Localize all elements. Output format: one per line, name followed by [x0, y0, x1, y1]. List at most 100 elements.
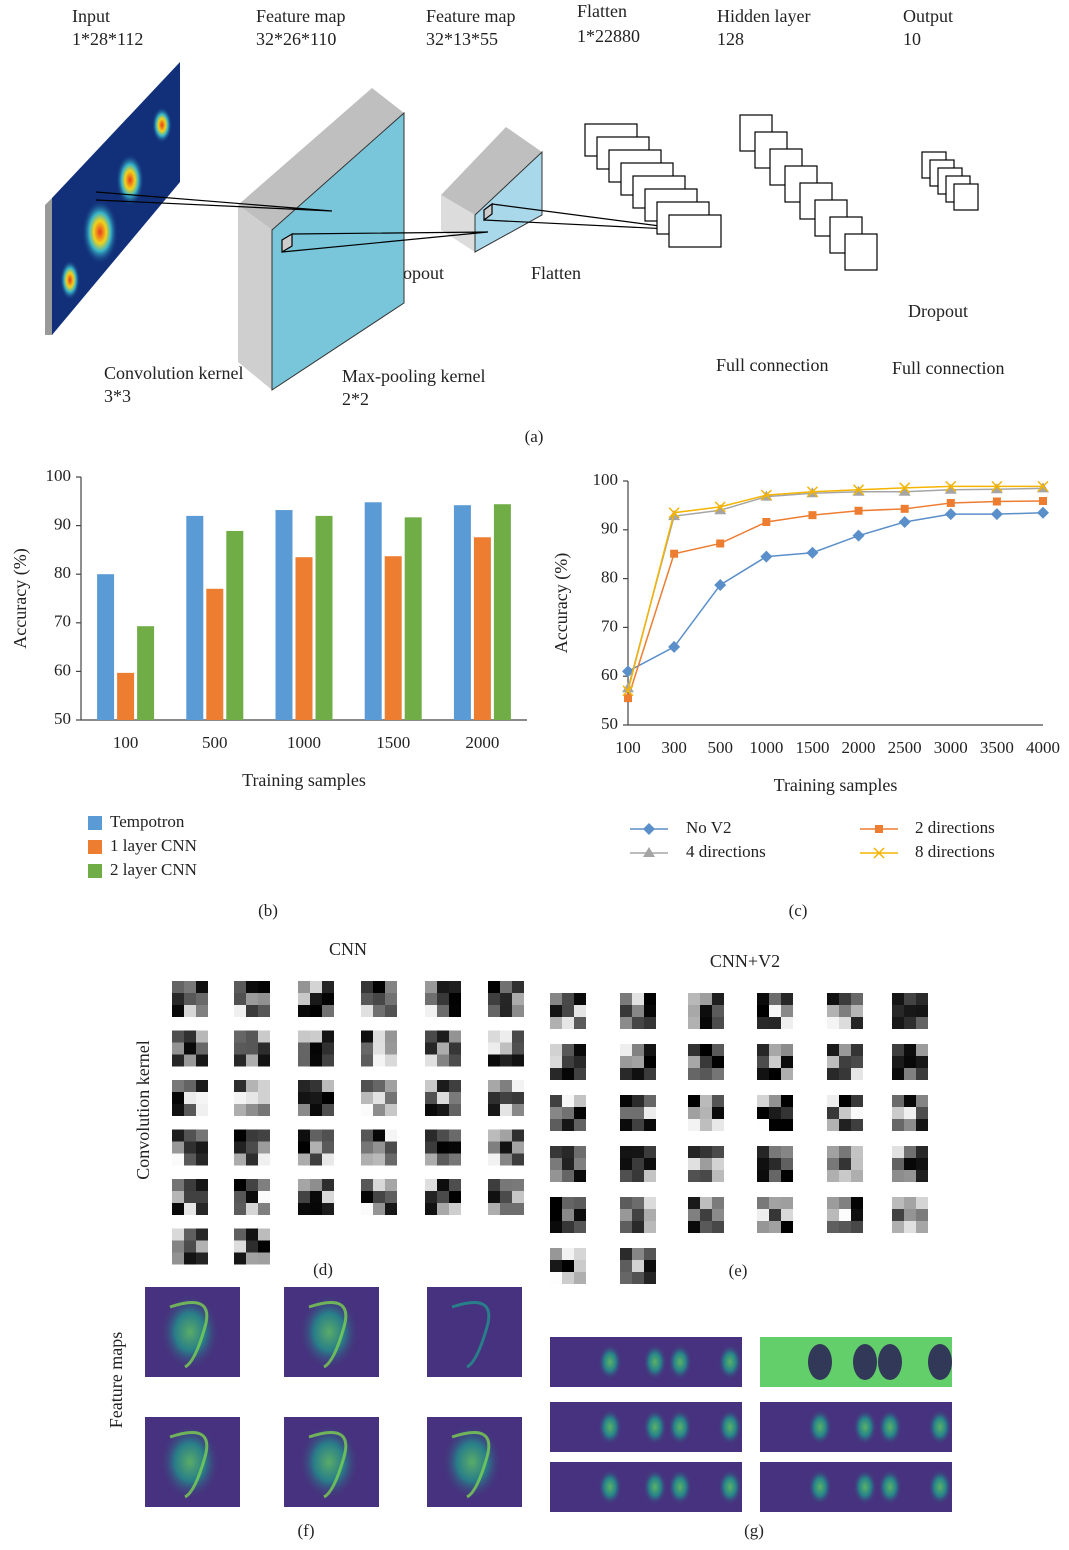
kernel-cell — [892, 1197, 904, 1209]
legend-swatch — [88, 840, 102, 854]
kernel-cell — [757, 1107, 769, 1119]
kernel-cell — [644, 993, 656, 1005]
feature-blob — [808, 1344, 832, 1380]
kernel-cell — [712, 1068, 724, 1080]
kernel-cell — [172, 1054, 184, 1067]
kernel-cell — [298, 1042, 310, 1055]
kernel-cell — [449, 1129, 461, 1142]
kernel-cell — [550, 1119, 562, 1131]
marker — [670, 549, 679, 558]
box-front — [474, 150, 543, 253]
kernel-cell — [512, 993, 524, 1005]
kernel-cell — [425, 1030, 437, 1043]
x-tick-label: 4000 — [1026, 738, 1060, 757]
kernel-cell — [757, 1197, 769, 1209]
charts: 50 60 70 80 90 100 100 500 1000 1500 2000 Training … — [10, 466, 1060, 879]
feature-map-grid — [145, 1287, 952, 1512]
kernel-cell — [500, 981, 512, 993]
feature-stroke — [308, 1301, 348, 1369]
kernel-cell — [620, 1221, 632, 1233]
kernel-cell — [425, 1141, 437, 1154]
kernel-cell — [644, 1170, 656, 1182]
kernel-cell — [562, 1260, 574, 1272]
bar — [473, 537, 491, 720]
kernel-cell — [361, 1005, 373, 1017]
kernel-cell — [916, 1107, 928, 1119]
kernel-cell — [769, 993, 781, 1005]
feature-blob — [668, 1469, 692, 1505]
kernel-cell — [172, 1005, 184, 1017]
kernel-cell — [769, 1170, 781, 1182]
kernel-cell — [298, 1005, 310, 1017]
kernel-cell — [310, 1054, 322, 1067]
kernel-cell — [712, 1146, 724, 1158]
y-axis-label: Accuracy (%) — [551, 553, 572, 653]
kernel-cell — [892, 1044, 904, 1056]
kernel-cell — [757, 993, 769, 1005]
kernel-cell — [700, 1146, 712, 1158]
kernel-cell — [196, 1141, 208, 1154]
feature-blob — [808, 1469, 832, 1505]
marker — [875, 825, 883, 833]
kernel-cell — [620, 993, 632, 1005]
kernel-cell — [688, 993, 700, 1005]
kernel-cell — [385, 1005, 397, 1017]
kernel-cell — [550, 1260, 562, 1272]
kernel-cell — [258, 1005, 270, 1017]
kernel-cell — [851, 1095, 863, 1107]
kernel-cell — [172, 1191, 184, 1203]
kernel-cell — [258, 981, 270, 993]
kernel-cell — [851, 1146, 863, 1158]
kernel-cell — [500, 1129, 512, 1142]
marker — [854, 506, 863, 515]
kernel-cell — [839, 1170, 851, 1182]
kernel-cell — [827, 1107, 839, 1119]
feature-blob — [160, 1294, 220, 1370]
kernel-cell — [234, 1203, 246, 1215]
legend-label: Tempotron — [110, 812, 185, 831]
y-tick-label: 60 — [601, 665, 618, 684]
kernel-cell — [644, 1068, 656, 1080]
kernel-cell — [700, 993, 712, 1005]
kernel-cell — [620, 1095, 632, 1107]
kernel-cell — [688, 1107, 700, 1119]
kernel-cell — [781, 1119, 793, 1131]
kernel-cell — [644, 1005, 656, 1017]
kernel-cell — [437, 1179, 449, 1191]
kernel-cell — [449, 1191, 461, 1203]
kernel-cell — [632, 993, 644, 1005]
box-side — [238, 205, 272, 390]
kernel-cell — [361, 1080, 373, 1092]
kernel-cell — [916, 1068, 928, 1080]
kernel-cell — [310, 1153, 322, 1166]
kernel-cell — [916, 1146, 928, 1158]
kernel-cell — [644, 1119, 656, 1131]
kernel-cell — [688, 1197, 700, 1209]
kernel-cell — [310, 1080, 322, 1092]
marker — [1037, 506, 1049, 519]
kernel-cell — [851, 1056, 863, 1068]
feature-stroke — [451, 1431, 491, 1499]
kernel-cell — [437, 993, 449, 1005]
bar — [364, 502, 382, 720]
kernel-cell — [550, 1197, 562, 1209]
kernel-cell — [688, 1119, 700, 1131]
kernel-cell — [574, 1095, 586, 1107]
bar — [275, 510, 293, 720]
kernel-cell — [234, 1030, 246, 1043]
feature-stroke — [169, 1431, 209, 1499]
feature-blob — [643, 1344, 667, 1380]
kernel-cell — [196, 1092, 208, 1104]
kernel-cell — [632, 1158, 644, 1170]
kernel-cell — [322, 981, 334, 993]
y-tick-label: 70 — [54, 612, 71, 631]
feature-blob — [598, 1409, 622, 1445]
kernel-cell — [904, 1017, 916, 1029]
kernel-cell — [425, 981, 437, 993]
kernel-cell — [827, 1146, 839, 1158]
kernel-cell — [688, 1044, 700, 1056]
node-size: 10 — [903, 29, 921, 49]
kernel-cell — [449, 1030, 461, 1043]
annotation: Flatten — [531, 263, 581, 283]
kernel-cell — [172, 1042, 184, 1055]
